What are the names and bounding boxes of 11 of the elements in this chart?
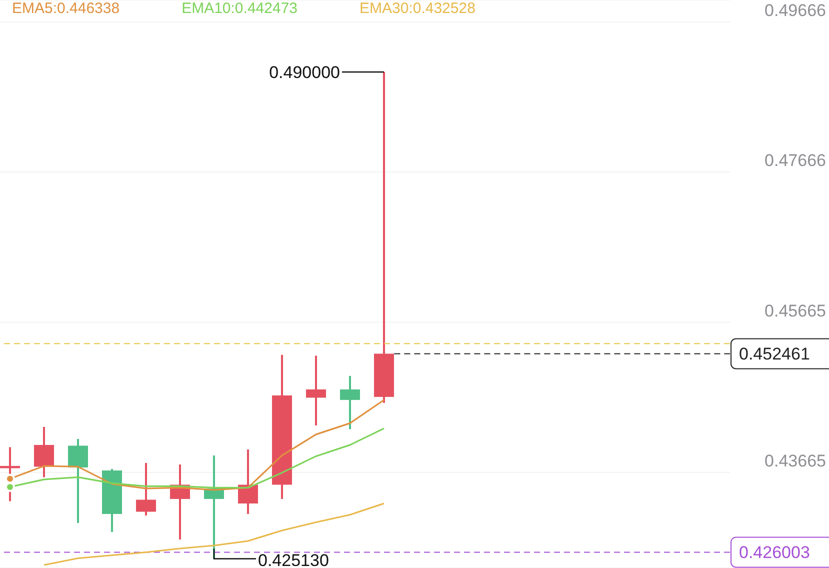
text: EMA5:0.446338	[12, 0, 120, 17]
ref-line-label: 0.452461	[739, 344, 810, 364]
annotation: 0.425130	[258, 550, 329, 568]
y-tick-label: 0.49666	[764, 1, 826, 20]
y-tick-label: 0.45665	[764, 301, 826, 320]
text: EMA10:0.442473	[182, 0, 298, 17]
annotation: 0.490000	[269, 63, 340, 82]
y-tick-label: 0.47666	[764, 151, 826, 170]
text: EMA30:0.432528	[360, 0, 476, 17]
y-tick-label: 0.43665	[764, 451, 826, 470]
ref-line-label: 0.426003	[739, 543, 810, 562]
